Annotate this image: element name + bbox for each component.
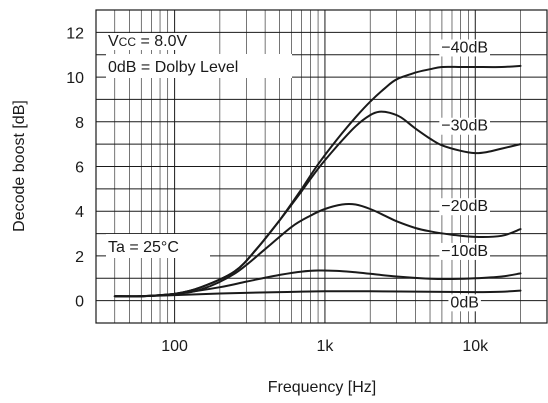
- temperature-annotation: Ta = 25°C: [108, 239, 179, 256]
- series-label-bg: [439, 39, 491, 57]
- y-tick-label: 0: [75, 294, 84, 311]
- series-label-3: −10dB: [441, 243, 488, 260]
- series-line-3: [113, 269, 522, 298]
- series-label-2: −20dB: [441, 198, 488, 215]
- plot-frame: [95, 9, 548, 324]
- series-line-0: [113, 64, 522, 298]
- dolby-annotation-bg: [106, 54, 292, 78]
- x-axis-title: Frequency [Hz]: [268, 379, 376, 396]
- tick-labels: 100 1k 10k 0 2 4 6 8 10 12: [66, 25, 489, 355]
- series-label-0: −40dB: [441, 39, 488, 56]
- series-line-2: [113, 202, 522, 298]
- plot-curves: [113, 64, 522, 298]
- series-label-bg: [448, 294, 481, 312]
- x-tick-label: 100: [161, 338, 188, 355]
- y-tick-label: 6: [75, 160, 84, 177]
- series-label-1: −30dB: [441, 118, 488, 135]
- series-line-4: [113, 289, 522, 298]
- y-tick-label: 10: [66, 70, 84, 87]
- vcc-annotation: VCC = 8.0V: [108, 33, 187, 50]
- y-tick-label: 2: [75, 249, 84, 266]
- series-line-1: [113, 110, 522, 298]
- y-tick-label: 8: [75, 115, 84, 132]
- y-axis-title: Decode boost [dB]: [11, 100, 28, 232]
- ta-annotation-bg: [106, 234, 210, 258]
- series-label-bg: [439, 242, 491, 260]
- x-tick-label: 10k: [462, 338, 489, 355]
- series-label-bg: [439, 117, 491, 135]
- series-label-4: 0dB: [450, 294, 478, 311]
- x-tick-label: 1k: [316, 338, 334, 355]
- vcc-annotation-bg: [106, 33, 190, 50]
- dolby-level-annotation: 0dB = Dolby Level: [108, 59, 238, 76]
- y-tick-label: 12: [66, 25, 84, 42]
- series-label-bg: [439, 198, 491, 216]
- curve-labels: −40dB −30dB −20dB −10dB 0dB: [439, 39, 491, 312]
- y-tick-label: 4: [75, 204, 84, 221]
